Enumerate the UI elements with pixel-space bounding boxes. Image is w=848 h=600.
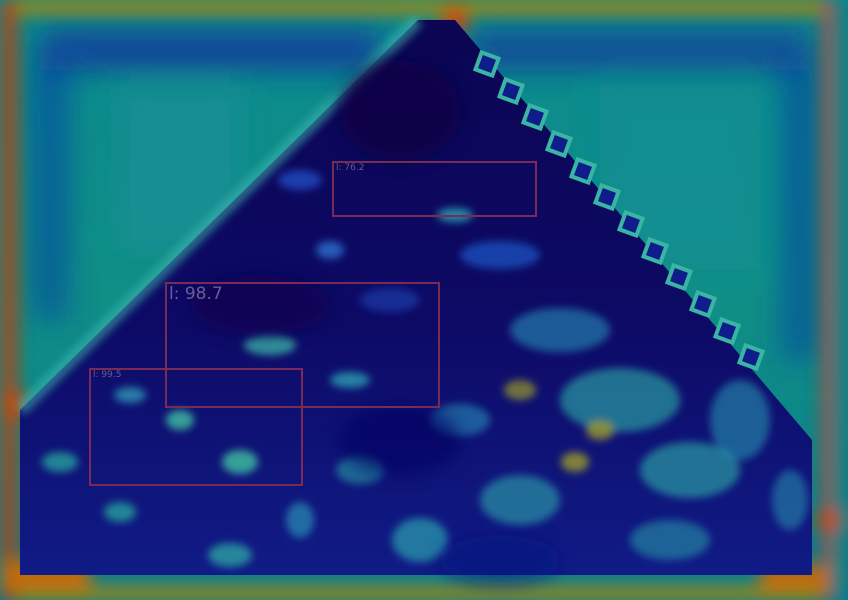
detection-label-1: l: 76.2: [336, 164, 364, 173]
detection-label-2: l: 98.7: [169, 286, 223, 303]
detection-box-1: l: 76.2: [332, 161, 537, 217]
detection-label-3: l: 99.5: [93, 371, 121, 380]
detection-box-3: l: 99.5: [89, 368, 303, 486]
